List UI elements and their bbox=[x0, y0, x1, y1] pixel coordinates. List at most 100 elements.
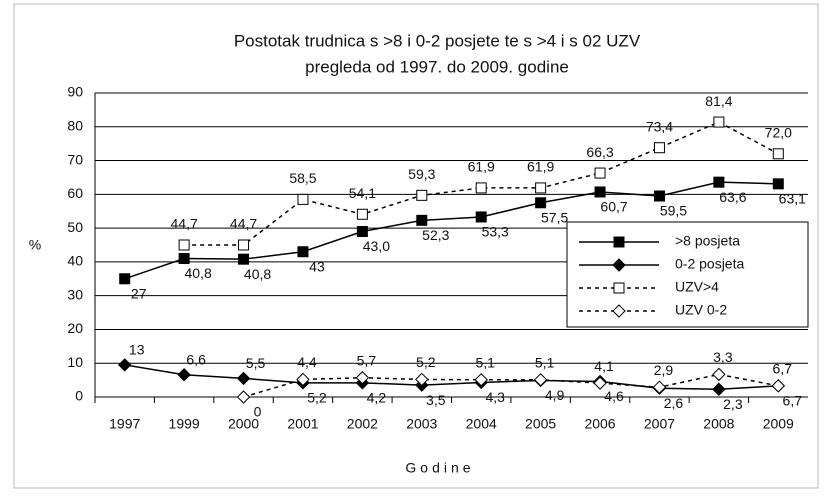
annotation: 5,2 bbox=[307, 390, 327, 406]
annotation: 5,1 bbox=[535, 354, 555, 370]
point bbox=[416, 214, 428, 226]
annotation: 4,2 bbox=[367, 390, 387, 406]
point bbox=[594, 186, 606, 198]
series-line bbox=[124, 364, 779, 390]
legend-marker bbox=[612, 304, 626, 318]
x-tick-label: 2009 bbox=[763, 416, 794, 432]
annotation: 2,3 bbox=[723, 396, 743, 412]
annotation: 4,3 bbox=[485, 389, 505, 405]
point bbox=[296, 372, 310, 387]
point bbox=[355, 371, 370, 385]
annotation: 0 bbox=[254, 404, 262, 420]
x-tick-label: 2002 bbox=[347, 416, 378, 432]
y-tick-label: 50 bbox=[67, 219, 83, 235]
legend-label: UZV>4 bbox=[675, 279, 719, 295]
annotation: 63,1 bbox=[779, 191, 806, 207]
annotation: 6,7 bbox=[773, 361, 793, 377]
annotation: 4,6 bbox=[604, 388, 624, 404]
annotation: 5,1 bbox=[475, 354, 495, 370]
point bbox=[356, 225, 368, 237]
point bbox=[713, 116, 725, 128]
x-tick-label: 2000 bbox=[228, 416, 259, 432]
annotation: 60,7 bbox=[600, 199, 627, 215]
point bbox=[533, 373, 548, 387]
y-tick-label: 70 bbox=[67, 151, 83, 167]
point bbox=[236, 371, 251, 386]
point bbox=[178, 253, 190, 265]
y-tick-label: 80 bbox=[67, 117, 83, 133]
point bbox=[118, 358, 132, 372]
annotation: 61,9 bbox=[468, 159, 495, 175]
point bbox=[712, 382, 726, 396]
point bbox=[713, 176, 725, 188]
series-line bbox=[124, 181, 779, 280]
point bbox=[594, 167, 606, 179]
chart-title: pregleda od 1997. do 2009. godine bbox=[305, 57, 569, 76]
annotation: 5,7 bbox=[357, 352, 377, 368]
point bbox=[593, 376, 607, 390]
x-axis-label: Godine bbox=[405, 460, 474, 476]
annotation: 6,6 bbox=[186, 351, 206, 367]
annotation: 3,5 bbox=[426, 392, 446, 408]
annotation: 53,3 bbox=[482, 224, 509, 240]
y-tick-label: 10 bbox=[67, 354, 83, 370]
legend-label: >8 posjeta bbox=[675, 233, 740, 249]
annotation: 4,9 bbox=[545, 387, 565, 403]
annotation: 72,0 bbox=[765, 125, 792, 141]
legend-box bbox=[566, 221, 809, 328]
x-tick-label: 2007 bbox=[644, 416, 675, 432]
chart-title: Postotak trudnica s >8 i 0-2 posjete te … bbox=[234, 31, 641, 50]
point bbox=[236, 390, 251, 404]
point bbox=[297, 193, 309, 205]
legend-label: 0-2 posjeta bbox=[675, 256, 744, 272]
point bbox=[535, 197, 547, 209]
x-tick-label: 2003 bbox=[406, 416, 437, 432]
y-tick-label: 60 bbox=[67, 185, 83, 201]
point bbox=[653, 142, 665, 154]
point bbox=[238, 239, 250, 251]
point bbox=[416, 189, 428, 201]
point bbox=[356, 208, 368, 220]
legend-marker bbox=[613, 282, 625, 294]
y-tick-label: 90 bbox=[67, 84, 83, 100]
annotation: 3,3 bbox=[713, 349, 733, 365]
annotation: 44,7 bbox=[230, 216, 257, 232]
annotation: 61,9 bbox=[527, 159, 554, 175]
x-tick-label: 2008 bbox=[703, 416, 734, 432]
annotation: 59,3 bbox=[408, 166, 435, 182]
annotation: 40,8 bbox=[244, 266, 271, 282]
legend-marker bbox=[613, 236, 625, 248]
annotation: 2,9 bbox=[654, 362, 674, 378]
point bbox=[177, 367, 191, 382]
x-tick-label: 1997 bbox=[109, 416, 140, 432]
y-tick-label: 30 bbox=[67, 286, 83, 302]
point bbox=[772, 148, 784, 160]
point bbox=[652, 380, 667, 394]
point bbox=[771, 379, 785, 393]
x-tick-label: 2006 bbox=[584, 416, 615, 432]
point bbox=[415, 372, 429, 387]
x-tick-label: 2004 bbox=[466, 416, 497, 432]
x-tick-label: 1999 bbox=[169, 416, 200, 432]
legend-label: UZV 0-2 bbox=[675, 302, 727, 318]
annotation: 54,1 bbox=[349, 185, 376, 201]
y-tick-label: 40 bbox=[67, 253, 83, 269]
point bbox=[772, 178, 784, 190]
annotation: 66,3 bbox=[586, 144, 613, 160]
series-line bbox=[243, 373, 779, 398]
annotation: 4,4 bbox=[297, 354, 317, 370]
annotation: 43 bbox=[309, 258, 325, 274]
point bbox=[474, 373, 488, 387]
annotation: 59,5 bbox=[660, 203, 687, 219]
annotation: 13 bbox=[129, 342, 145, 358]
annotation: 40,8 bbox=[185, 265, 212, 281]
annotation: 81,4 bbox=[705, 93, 732, 109]
annotation: 63,6 bbox=[719, 189, 746, 205]
point bbox=[712, 367, 726, 382]
annotation: 43,0 bbox=[363, 238, 390, 254]
annotation: 52,3 bbox=[422, 227, 449, 243]
annotation: 5,2 bbox=[416, 354, 436, 370]
annotation: 57,5 bbox=[541, 209, 568, 225]
x-tick-label: 2005 bbox=[525, 416, 556, 432]
